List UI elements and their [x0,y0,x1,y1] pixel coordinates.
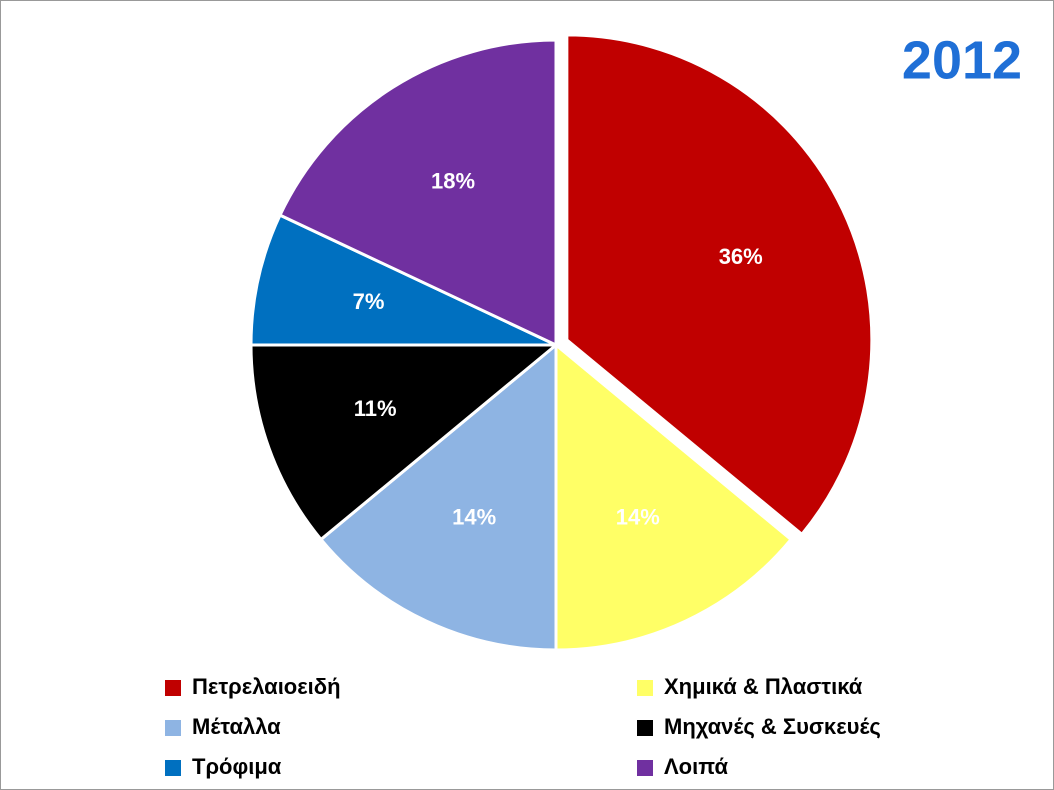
legend-swatch [165,720,181,736]
data-label: 18% [431,169,475,194]
legend-label: Χημικά & Πλαστικά [664,674,863,699]
chart-title: 2012 [902,30,1022,90]
legend-label: Μέταλλα [192,714,281,739]
pie-slice [554,341,794,652]
legend-label: Τρόφιμα [192,754,282,779]
data-label: 7% [353,289,385,314]
pie-slice [278,38,558,348]
pie-slice [565,33,874,537]
data-label: 14% [616,505,660,530]
legend-swatch [637,720,653,736]
legend-swatch [165,680,181,696]
legend-swatch [165,760,181,776]
data-label: 14% [452,505,496,530]
legend-label: Πετρελαιοειδή [192,674,341,699]
legend-swatch [637,680,653,696]
data-label: 36% [719,244,763,269]
pie-slice [249,213,557,347]
legend-label: Μηχανές & Συσκευές [664,714,881,739]
legend-label: Λοιπά [664,754,728,779]
legend-swatch [637,760,653,776]
data-label: 11% [354,396,397,421]
pie-slice [249,343,561,542]
pie-slice [318,341,558,652]
